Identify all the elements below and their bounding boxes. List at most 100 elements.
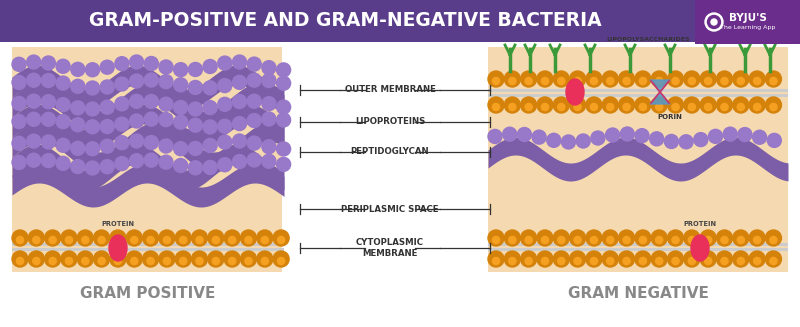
Circle shape bbox=[114, 236, 122, 244]
Circle shape bbox=[554, 71, 570, 87]
Circle shape bbox=[558, 257, 565, 265]
Circle shape bbox=[233, 116, 246, 130]
Circle shape bbox=[688, 77, 695, 85]
Circle shape bbox=[82, 236, 89, 244]
Circle shape bbox=[672, 103, 679, 111]
Circle shape bbox=[656, 103, 663, 111]
Circle shape bbox=[738, 103, 745, 111]
FancyBboxPatch shape bbox=[0, 0, 800, 42]
Circle shape bbox=[196, 257, 203, 265]
Circle shape bbox=[770, 236, 777, 244]
Circle shape bbox=[66, 236, 73, 244]
Circle shape bbox=[262, 154, 276, 168]
Circle shape bbox=[86, 63, 99, 77]
Circle shape bbox=[94, 230, 110, 246]
Circle shape bbox=[667, 230, 683, 246]
Circle shape bbox=[738, 128, 752, 142]
Circle shape bbox=[602, 97, 618, 113]
Circle shape bbox=[86, 81, 99, 95]
Circle shape bbox=[179, 257, 186, 265]
Circle shape bbox=[100, 120, 114, 133]
Circle shape bbox=[247, 73, 262, 87]
Circle shape bbox=[100, 139, 114, 153]
Circle shape bbox=[558, 103, 565, 111]
Circle shape bbox=[12, 57, 26, 71]
Circle shape bbox=[684, 97, 700, 113]
Circle shape bbox=[159, 230, 175, 246]
Circle shape bbox=[509, 236, 516, 244]
Circle shape bbox=[684, 71, 700, 87]
Circle shape bbox=[218, 119, 232, 133]
Text: GRAM NEGATIVE: GRAM NEGATIVE bbox=[567, 286, 709, 301]
Circle shape bbox=[277, 157, 290, 171]
Circle shape bbox=[651, 230, 667, 246]
Circle shape bbox=[174, 100, 188, 114]
Circle shape bbox=[504, 97, 520, 113]
Text: CYTOPLASMIC
MEMBRANE: CYTOPLASMIC MEMBRANE bbox=[356, 238, 424, 258]
Circle shape bbox=[606, 77, 614, 85]
Circle shape bbox=[42, 112, 55, 126]
Circle shape bbox=[130, 114, 144, 128]
Circle shape bbox=[26, 73, 41, 87]
Circle shape bbox=[754, 77, 761, 85]
Circle shape bbox=[749, 97, 765, 113]
Polygon shape bbox=[650, 92, 670, 104]
Circle shape bbox=[684, 251, 700, 267]
Circle shape bbox=[700, 71, 716, 87]
Circle shape bbox=[12, 136, 26, 150]
Circle shape bbox=[82, 257, 89, 265]
Circle shape bbox=[602, 71, 618, 87]
Circle shape bbox=[488, 230, 504, 246]
Circle shape bbox=[590, 236, 598, 244]
Circle shape bbox=[694, 133, 708, 146]
Circle shape bbox=[521, 251, 537, 267]
Circle shape bbox=[554, 251, 570, 267]
Circle shape bbox=[574, 77, 582, 85]
Circle shape bbox=[767, 133, 782, 147]
Circle shape bbox=[159, 155, 173, 169]
FancyBboxPatch shape bbox=[12, 248, 284, 251]
Circle shape bbox=[61, 251, 77, 267]
Circle shape bbox=[159, 75, 173, 89]
Circle shape bbox=[130, 257, 138, 265]
Circle shape bbox=[558, 77, 565, 85]
Circle shape bbox=[115, 97, 129, 111]
Circle shape bbox=[110, 251, 126, 267]
Circle shape bbox=[94, 251, 110, 267]
Circle shape bbox=[100, 60, 114, 74]
Circle shape bbox=[115, 77, 129, 91]
Circle shape bbox=[770, 257, 777, 265]
Circle shape bbox=[174, 159, 188, 173]
Circle shape bbox=[26, 134, 41, 148]
Circle shape bbox=[42, 74, 55, 88]
Text: LIPOPROTEINS: LIPOPROTEINS bbox=[355, 117, 425, 127]
Circle shape bbox=[749, 71, 765, 87]
Circle shape bbox=[159, 97, 173, 111]
Circle shape bbox=[191, 251, 207, 267]
Circle shape bbox=[623, 236, 630, 244]
Circle shape bbox=[688, 257, 695, 265]
Circle shape bbox=[224, 230, 240, 246]
Circle shape bbox=[26, 112, 41, 126]
Circle shape bbox=[623, 257, 630, 265]
Circle shape bbox=[502, 127, 517, 141]
Circle shape bbox=[525, 103, 532, 111]
Circle shape bbox=[196, 236, 203, 244]
Circle shape bbox=[233, 155, 246, 168]
Circle shape bbox=[554, 230, 570, 246]
Circle shape bbox=[12, 251, 28, 267]
Circle shape bbox=[733, 71, 749, 87]
Circle shape bbox=[208, 230, 224, 246]
Circle shape bbox=[717, 230, 733, 246]
Circle shape bbox=[537, 97, 553, 113]
Circle shape bbox=[667, 71, 683, 87]
Circle shape bbox=[656, 77, 663, 85]
Circle shape bbox=[241, 230, 257, 246]
Circle shape bbox=[273, 230, 289, 246]
Circle shape bbox=[245, 257, 252, 265]
Circle shape bbox=[71, 160, 85, 174]
Circle shape bbox=[591, 131, 605, 145]
Circle shape bbox=[110, 230, 126, 246]
Circle shape bbox=[711, 19, 717, 25]
Circle shape bbox=[537, 71, 553, 87]
